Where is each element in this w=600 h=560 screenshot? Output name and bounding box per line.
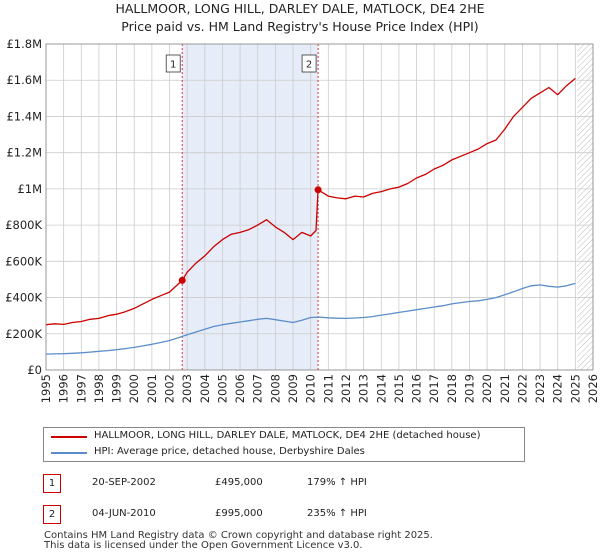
marker-label-box [301,54,317,73]
x-tick-label: 2017 [427,374,441,403]
marker-label: 1 [170,60,176,71]
marker-label: 2 [306,60,312,71]
transaction-hpi-change: 179% ↑ HPI [307,477,367,488]
x-tick-label: 2003 [180,374,194,403]
x-tick-label: 2002 [163,374,177,403]
x-tick-label: 2000 [127,374,141,403]
x-tick-label: 1995 [39,374,53,403]
x-tick-label: 2020 [480,374,494,403]
transaction-badge: 1 [43,474,61,493]
x-tick-label: 2001 [145,374,159,403]
marker-label-box [165,54,181,73]
x-tick-label: 1998 [92,374,106,403]
x-tick-label: 2011 [321,374,335,403]
plot-border [45,43,594,371]
x-tick-label: 2010 [304,374,318,403]
x-tick-label: 2009 [286,374,300,403]
property-price-line [45,77,576,326]
x-tick-label: 2013 [357,374,371,403]
x-tick-label: 2006 [233,374,247,403]
transaction-price: £995,000 [215,508,263,519]
y-tick-label: £600K [5,254,42,268]
plot-area [46,44,593,370]
footer: Contains HM Land Registry data © Crown c… [44,531,433,551]
x-tick-label: 1997 [74,374,88,403]
x-tick-label: 2023 [533,374,547,403]
y-tick-label: £1.4M [6,109,42,123]
footer-copyright: Contains HM Land Registry data © Crown c… [44,530,433,541]
transaction-row: 1 20-SEP-2002 £495,000 179% ↑ HPI [43,474,563,494]
x-tick-label: 2021 [498,374,512,403]
x-tick-label: 2016 [410,374,424,403]
footer-licence: This data is licensed under the Open Gov… [44,540,363,551]
x-tick-label: 2026 [586,374,600,403]
x-tick-label: 2008 [268,374,282,403]
legend-swatch-property [51,436,87,438]
transaction-date: 20-SEP-2002 [92,477,156,488]
y-tick-label: £200K [5,327,42,341]
x-tick-label: 2018 [445,374,459,403]
legend-label-property: HALLMOOR, LONG HILL, DARLEY DALE, MATLOC… [94,430,481,441]
sale-point [178,276,186,284]
legend-item-hpi: HPI: Average price, detached house, Derb… [44,445,524,461]
transaction-badge: 2 [43,505,61,524]
legend: HALLMOOR, LONG HILL, DARLEY DALE, MATLOC… [43,427,525,462]
y-tick-label: £1.6M [6,73,42,87]
x-tick-label: 2022 [515,374,529,403]
y-tick-label: £400K [5,291,42,305]
x-tick-label: 2004 [198,374,212,403]
y-tick-label: £800K [5,218,42,232]
transaction-price: £495,000 [215,477,263,488]
legend-swatch-hpi [51,452,87,454]
sale-point [314,186,322,194]
y-tick-label: £0 [27,363,42,377]
x-tick-label: 1996 [57,374,71,403]
x-tick-label: 2025 [568,374,582,403]
legend-label-hpi: HPI: Average price, detached house, Derb… [94,446,365,457]
legend-item-property: HALLMOOR, LONG HILL, DARLEY DALE, MATLOC… [44,429,524,445]
price-chart: HALLMOOR, LONG HILL, DARLEY DALE, MATLOC… [5,1,600,403]
x-tick-label: 1999 [110,374,124,403]
y-tick-label: £1.2M [6,146,42,160]
y-tick-label: £1.8M [6,37,42,51]
x-tick-label: 2007 [251,374,265,403]
transaction-row: 2 04-JUN-2010 £995,000 235% ↑ HPI [43,505,563,525]
x-tick-label: 2019 [462,374,476,403]
x-tick-label: 2015 [392,374,406,403]
y-tick-label: £1M [17,182,42,196]
x-tick-label: 2005 [215,374,229,403]
x-tick-label: 2024 [551,374,565,403]
transaction-hpi-change: 235% ↑ HPI [307,508,367,519]
chart-title: HALLMOOR, LONG HILL, DARLEY DALE, MATLOC… [115,1,484,16]
future-hatch [577,44,593,370]
hpi-line [45,282,576,355]
x-tick-label: 2012 [339,374,353,403]
chart-subtitle: Price paid vs. HM Land Registry's House … [121,19,478,34]
x-tick-label: 2014 [374,374,388,403]
transaction-date: 04-JUN-2010 [92,508,156,519]
